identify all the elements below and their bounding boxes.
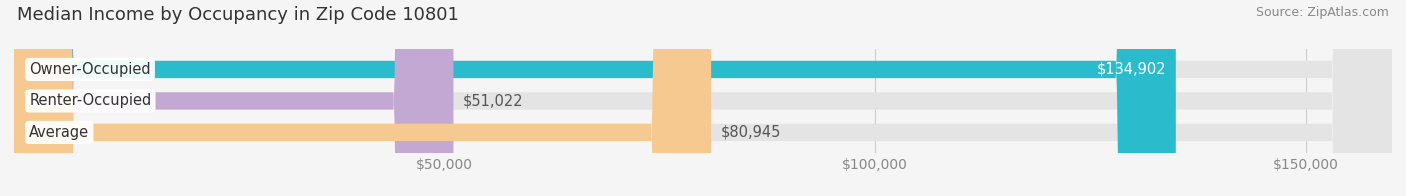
Text: Average: Average [30,125,90,140]
Text: Median Income by Occupancy in Zip Code 10801: Median Income by Occupancy in Zip Code 1… [17,6,458,24]
Text: $134,902: $134,902 [1097,62,1166,77]
FancyBboxPatch shape [14,0,454,196]
Text: Owner-Occupied: Owner-Occupied [30,62,150,77]
FancyBboxPatch shape [14,0,711,196]
Text: Source: ZipAtlas.com: Source: ZipAtlas.com [1256,6,1389,19]
FancyBboxPatch shape [14,0,1175,196]
FancyBboxPatch shape [14,0,1392,196]
FancyBboxPatch shape [14,0,1392,196]
Text: $80,945: $80,945 [721,125,782,140]
FancyBboxPatch shape [14,0,1392,196]
Text: Renter-Occupied: Renter-Occupied [30,93,152,108]
Text: $51,022: $51,022 [463,93,523,108]
